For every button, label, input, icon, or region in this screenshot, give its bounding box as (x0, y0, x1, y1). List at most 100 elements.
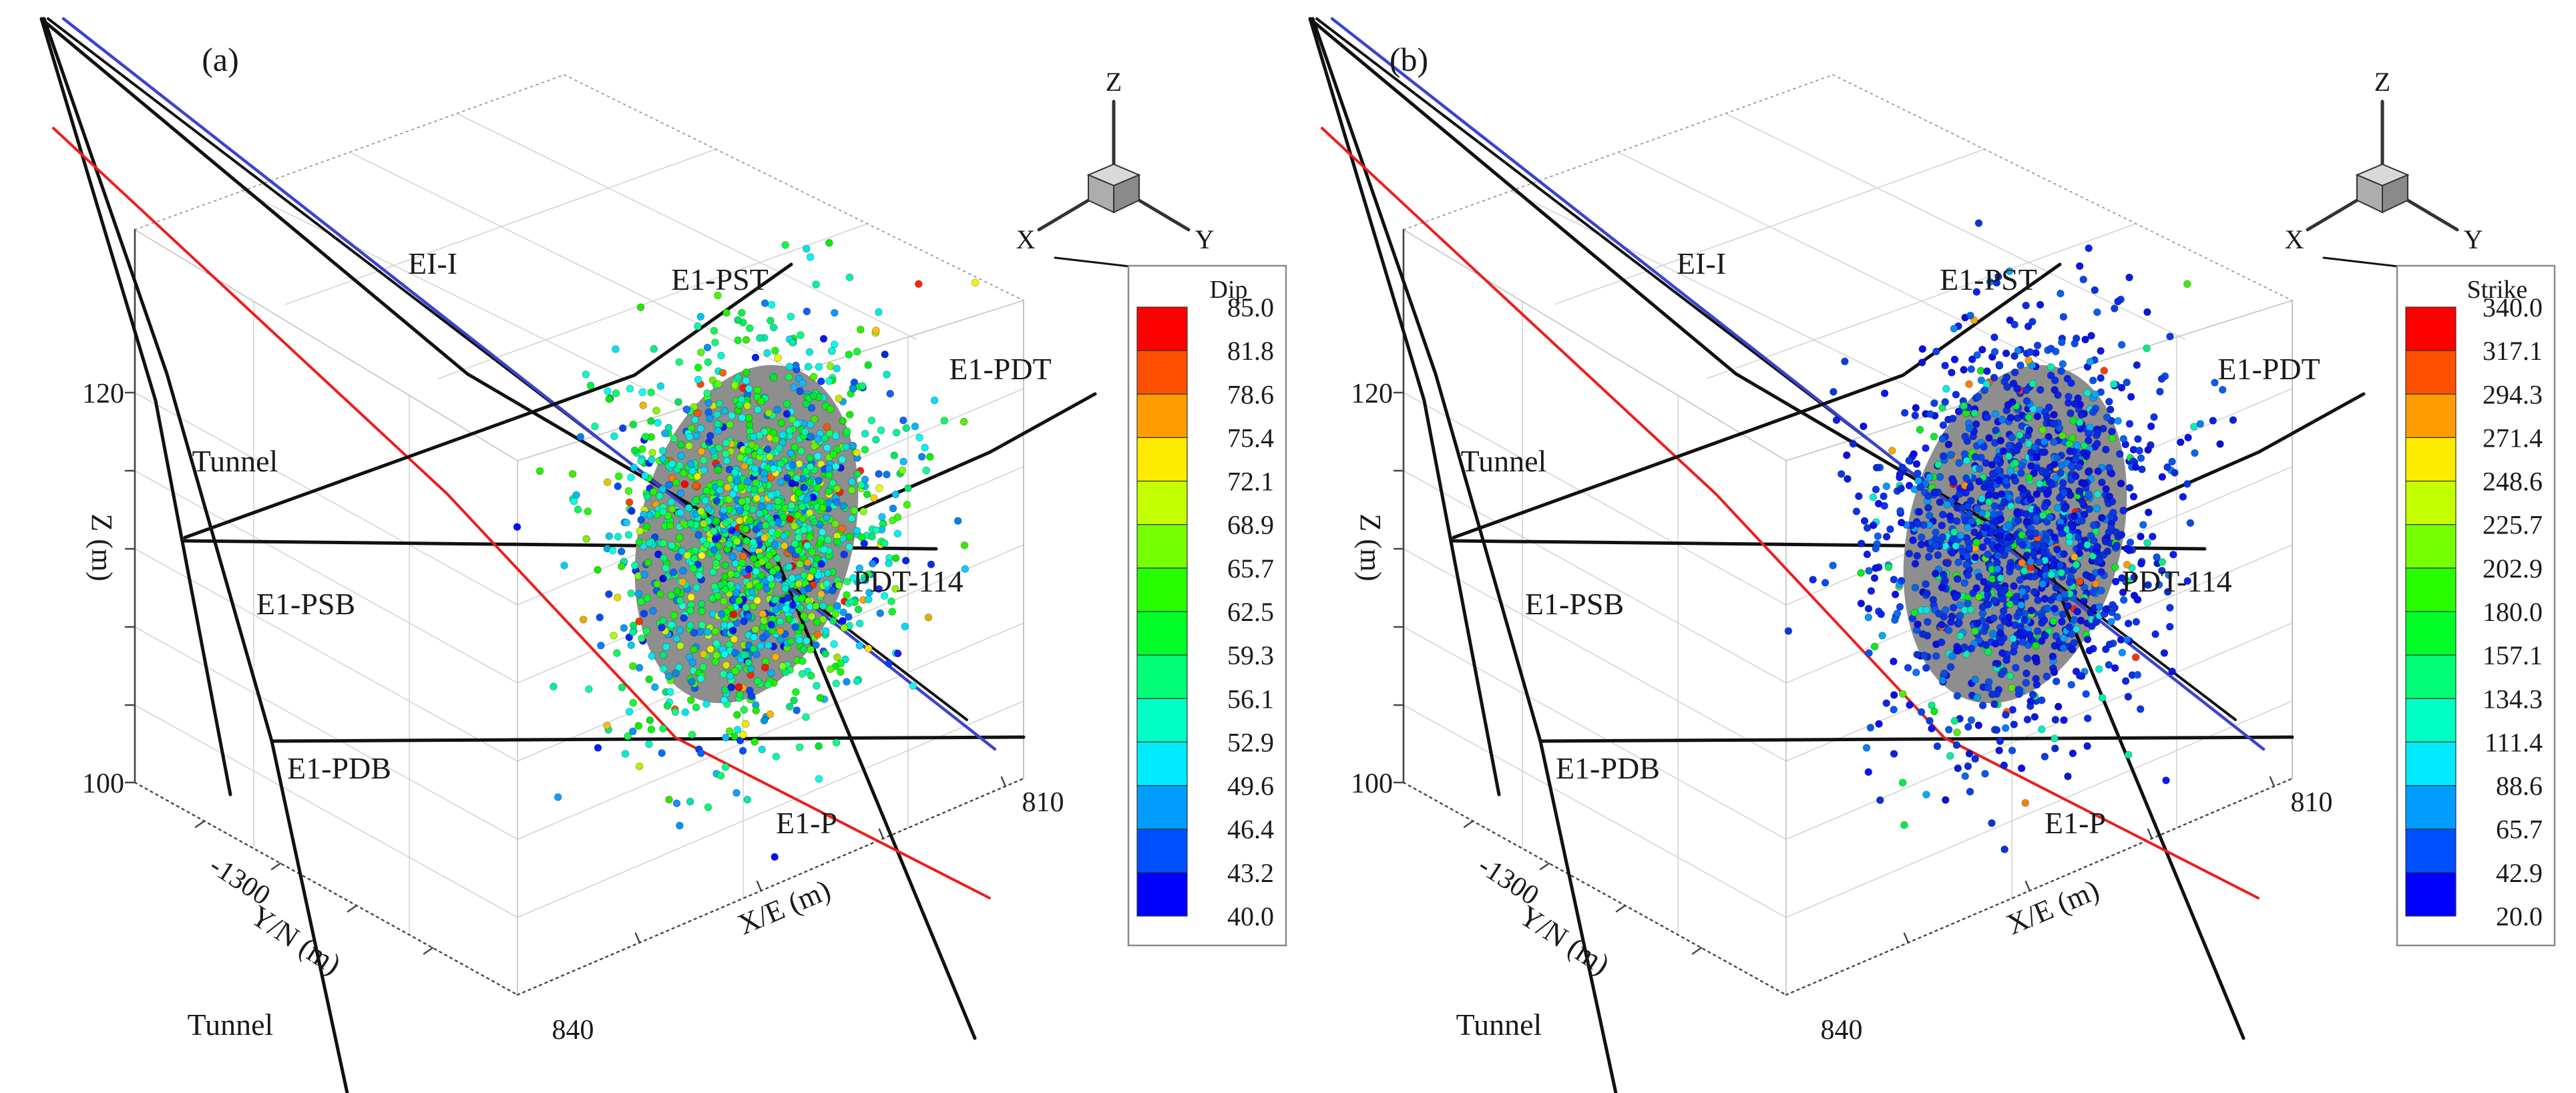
colorbar-title: Strike (2467, 276, 2528, 304)
axis-tick-label: 840 (1821, 1015, 1863, 1046)
feature-label: PDT-114 (853, 564, 963, 598)
colorbar-band (2405, 829, 2456, 873)
borehole-lines-front (39, 17, 997, 1093)
colorbar-tick-label: 65.7 (2496, 815, 2543, 845)
colorbar-tick-label: 75.4 (1227, 423, 1274, 453)
axis-tick-label: 120 (1351, 379, 1393, 409)
colorbar-band (1136, 785, 1188, 830)
colorbar-tick-label: 294.3 (2483, 379, 2543, 409)
colorbar-tick-label: 62.5 (1227, 597, 1274, 627)
colorbar-band (1136, 654, 1188, 699)
colorbar-band (2405, 393, 2456, 439)
triad-x-label: X (2285, 224, 2304, 254)
axis-tick-label: 100 (1351, 769, 1393, 799)
feature-label: EI-I (408, 246, 457, 280)
colorbar-band (2405, 872, 2456, 917)
colorbar-tick-label: 180.0 (2483, 597, 2543, 627)
panel-tag: (b) (1389, 41, 1428, 78)
colorbar-band (1136, 437, 1188, 482)
feature-label: Tunnel (188, 1008, 274, 1042)
feature-label: E1-PSB (1525, 587, 1624, 621)
colorbar-tick-label: 49.6 (1227, 771, 1274, 801)
colorbar-tick-label: 59.3 (1227, 640, 1274, 670)
event-point-cloud (1784, 219, 2237, 853)
feature-label: E1-PST (671, 262, 769, 296)
colorbar-tick-label: 68.9 (1227, 510, 1274, 540)
colorbar-band (1136, 524, 1188, 569)
colorbar-band (1136, 741, 1188, 787)
colorbar-tick-label: 225.7 (2483, 510, 2543, 540)
axis-tick-label: 810 (1022, 787, 1064, 818)
colorbar-band (1136, 698, 1188, 743)
colorbar-tick-label: 340.0 (2483, 292, 2543, 322)
colorbar-tick-label: 40.0 (1227, 901, 1274, 931)
colorbar-band (2405, 480, 2456, 525)
axis-tick-label: 100 (82, 769, 124, 799)
axis-title: X/E (m) (733, 873, 835, 941)
feature-label: E1-PDT (949, 352, 1051, 386)
axis-tick-label: 840 (552, 1015, 594, 1046)
axis-triad: Z X Y (2285, 67, 2483, 254)
axis-tick-label: 120 (82, 379, 124, 409)
feature-label: Tunnel (1456, 1008, 1542, 1042)
colorbar-tick-label: 65.7 (1227, 554, 1274, 584)
colorbar-tick-label: 248.6 (2483, 467, 2543, 497)
colorbar-tick-label: 72.1 (1227, 467, 1274, 497)
colorbar-title: Dip (1210, 276, 1248, 304)
feature-label: Tunnel (192, 444, 278, 478)
axis-title: Z (m) (85, 513, 118, 581)
colorbar-tick-label: 88.6 (2496, 771, 2543, 801)
colorbar-band (1136, 480, 1188, 525)
triad-x-label: X (1016, 224, 1036, 254)
colorbar-tick-label: 78.6 (1227, 379, 1274, 409)
feature-label: E1-PDB (1556, 751, 1660, 785)
colorbar-tick-label: 317.1 (2483, 336, 2543, 366)
colorbar-band (1136, 393, 1188, 439)
colorbar-band (2405, 611, 2456, 656)
colorbar-tick-label: 56.1 (1227, 684, 1274, 714)
feature-label: E1-P (2045, 806, 2106, 840)
feature-label: PDT-114 (2121, 564, 2231, 598)
colorbar-tick-label: 20.0 (2496, 901, 2543, 931)
colorbar-tick-label: 85.0 (1227, 292, 1274, 322)
colorbar-band (2405, 306, 2456, 351)
axis-title: Y/N (m) (1514, 899, 1616, 981)
axes-grid (1393, 74, 2294, 996)
colorbar-band (2405, 741, 2456, 787)
triad-z-label: Z (2374, 67, 2390, 97)
feature-label: E1-PST (1940, 262, 2037, 296)
colorbar-band (2405, 785, 2456, 830)
colorbar-tick-label: 52.9 (1227, 727, 1274, 757)
colorbar-tick-label: 134.3 (2483, 684, 2543, 714)
colorbar-band (1136, 872, 1188, 917)
colorbar-band (1136, 568, 1188, 612)
borehole-lines-back (182, 256, 1136, 743)
colorbar-band (1136, 829, 1188, 873)
panel-tag: (a) (202, 41, 239, 78)
triad-y-label: Y (2464, 224, 2483, 254)
colorbar-band (2405, 350, 2456, 395)
colorbar-tick-label: 81.8 (1227, 336, 1274, 366)
feature-label: E1-P (776, 806, 837, 840)
colorbar-tick-label: 271.4 (2483, 423, 2543, 453)
borehole-lines-front (1308, 17, 2266, 1093)
event-point-cloud (513, 238, 980, 861)
colorbar-band (2405, 524, 2456, 569)
colorbar-tick-label: 46.4 (1227, 815, 1274, 845)
feature-label: E1-PSB (256, 587, 355, 621)
axis-title: Z (m) (1354, 513, 1387, 581)
colorbar-tick-label: 43.2 (1227, 858, 1274, 888)
colorbar-tick-label: 202.9 (2483, 554, 2543, 584)
colorbar-tick-label: 111.4 (2485, 727, 2543, 757)
triad-z-label: Z (1106, 67, 1122, 97)
colorbar-band (2405, 568, 2456, 612)
axis-title: X/E (m) (2002, 873, 2104, 941)
triad-y-label: Y (1195, 224, 1215, 254)
colorbar-band (1136, 306, 1188, 351)
axis-title: Y/N (m) (245, 899, 347, 981)
